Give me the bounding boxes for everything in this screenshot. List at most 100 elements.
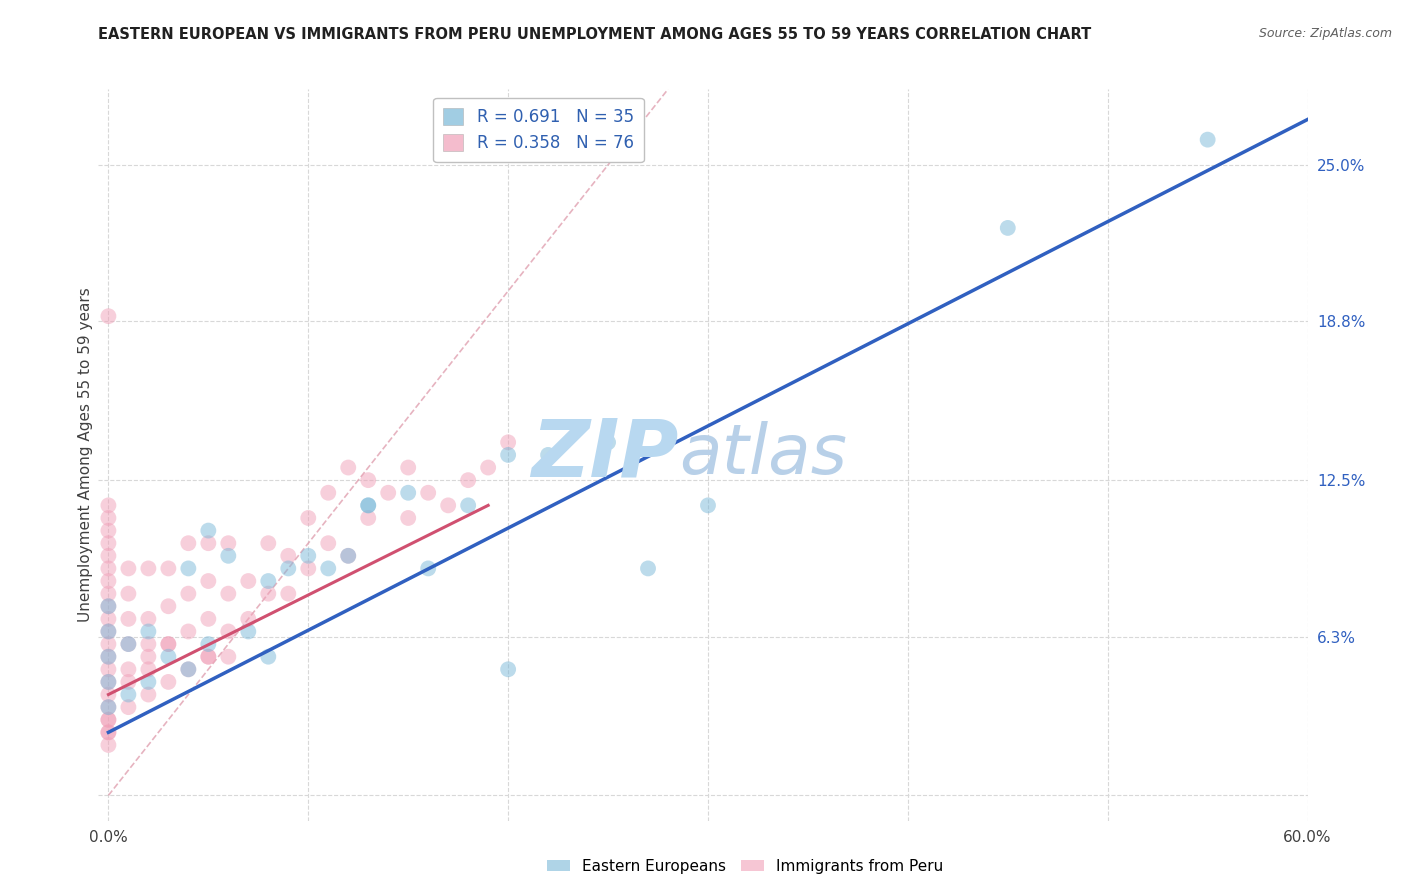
- Point: [138, 649, 160, 664]
- Point: [496, 435, 519, 450]
- Point: [197, 524, 219, 538]
- Point: [257, 587, 280, 601]
- Point: [257, 649, 280, 664]
- Point: [97, 662, 120, 676]
- Point: [97, 649, 120, 664]
- Point: [297, 561, 319, 575]
- Point: [97, 713, 120, 727]
- Point: [396, 460, 419, 475]
- Point: [217, 587, 239, 601]
- Point: [97, 700, 120, 714]
- Point: [97, 688, 120, 702]
- Point: [138, 612, 160, 626]
- Point: [197, 649, 219, 664]
- Point: [277, 549, 299, 563]
- Point: [337, 549, 360, 563]
- Point: [177, 662, 200, 676]
- Point: [357, 511, 380, 525]
- Point: [97, 511, 120, 525]
- Point: [496, 448, 519, 462]
- Point: [316, 536, 339, 550]
- Point: [418, 561, 440, 575]
- Point: [197, 612, 219, 626]
- Point: [97, 725, 120, 739]
- Point: [117, 700, 139, 714]
- Point: [197, 574, 219, 588]
- Y-axis label: Unemployment Among Ages 55 to 59 years: Unemployment Among Ages 55 to 59 years: [77, 287, 93, 623]
- Point: [177, 536, 200, 550]
- Point: [238, 624, 260, 639]
- Point: [697, 499, 720, 513]
- Point: [177, 561, 200, 575]
- Point: [97, 524, 120, 538]
- Point: [138, 561, 160, 575]
- Point: [138, 688, 160, 702]
- Point: [97, 612, 120, 626]
- Point: [377, 485, 399, 500]
- Text: Source: ZipAtlas.com: Source: ZipAtlas.com: [1258, 27, 1392, 40]
- Point: [97, 309, 120, 323]
- Point: [157, 637, 180, 651]
- Point: [157, 649, 180, 664]
- Point: [97, 587, 120, 601]
- Point: [197, 649, 219, 664]
- Point: [217, 649, 239, 664]
- Point: [297, 511, 319, 525]
- Text: atlas: atlas: [679, 421, 846, 489]
- Point: [97, 549, 120, 563]
- Point: [157, 674, 180, 689]
- Point: [457, 499, 479, 513]
- Point: [197, 637, 219, 651]
- Point: [596, 435, 619, 450]
- Point: [637, 561, 659, 575]
- Point: [537, 448, 560, 462]
- Point: [138, 662, 160, 676]
- Point: [97, 624, 120, 639]
- Text: EASTERN EUROPEAN VS IMMIGRANTS FROM PERU UNEMPLOYMENT AMONG AGES 55 TO 59 YEARS : EASTERN EUROPEAN VS IMMIGRANTS FROM PERU…: [98, 27, 1091, 42]
- Point: [117, 662, 139, 676]
- Point: [997, 221, 1019, 235]
- Legend: Eastern Europeans, Immigrants from Peru: Eastern Europeans, Immigrants from Peru: [541, 853, 949, 880]
- Point: [396, 485, 419, 500]
- Point: [257, 574, 280, 588]
- Point: [496, 662, 519, 676]
- Point: [337, 460, 360, 475]
- Point: [1197, 133, 1219, 147]
- Point: [97, 725, 120, 739]
- Point: [97, 499, 120, 513]
- Point: [117, 688, 139, 702]
- Point: [97, 599, 120, 614]
- Point: [457, 473, 479, 487]
- Point: [97, 637, 120, 651]
- Point: [138, 674, 160, 689]
- Point: [418, 485, 440, 500]
- Point: [177, 587, 200, 601]
- Point: [217, 536, 239, 550]
- Point: [117, 674, 139, 689]
- Point: [257, 536, 280, 550]
- Point: [117, 612, 139, 626]
- Point: [97, 674, 120, 689]
- Point: [217, 624, 239, 639]
- Point: [138, 637, 160, 651]
- Point: [157, 637, 180, 651]
- Point: [177, 624, 200, 639]
- Point: [97, 624, 120, 639]
- Point: [357, 499, 380, 513]
- Point: [97, 536, 120, 550]
- Point: [97, 649, 120, 664]
- Point: [316, 561, 339, 575]
- Point: [97, 574, 120, 588]
- Point: [97, 674, 120, 689]
- Point: [117, 561, 139, 575]
- Point: [477, 460, 499, 475]
- Point: [197, 536, 219, 550]
- Point: [277, 561, 299, 575]
- Point: [337, 549, 360, 563]
- Point: [357, 499, 380, 513]
- Point: [117, 637, 139, 651]
- Point: [97, 599, 120, 614]
- Point: [357, 473, 380, 487]
- Point: [437, 499, 460, 513]
- Point: [177, 662, 200, 676]
